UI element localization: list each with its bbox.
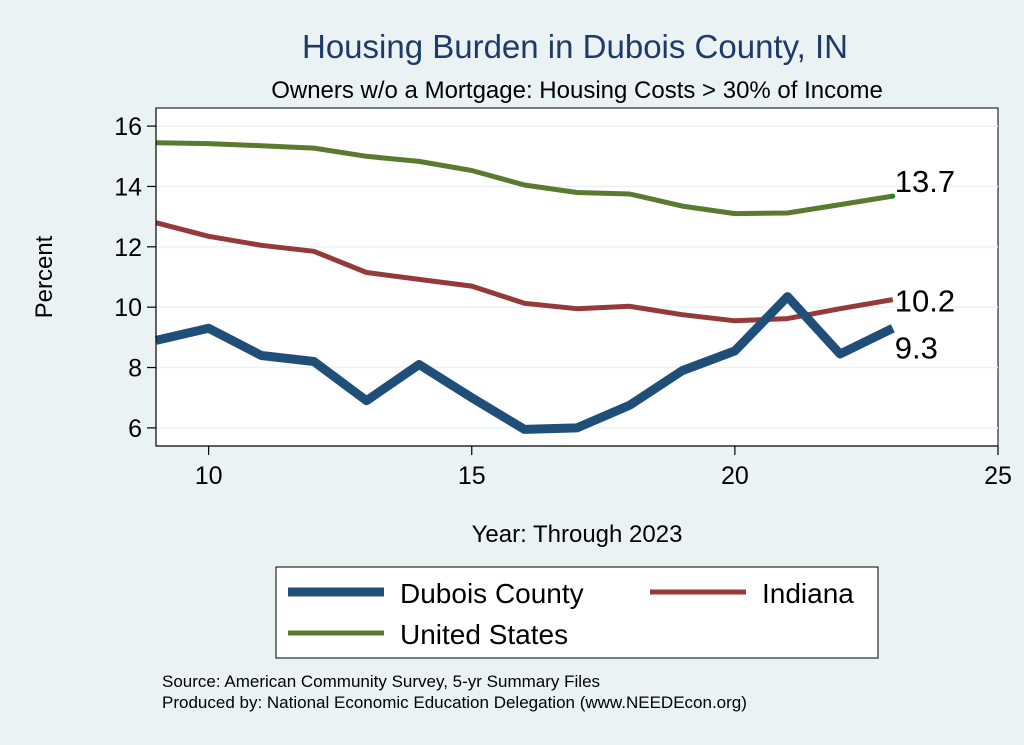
chart-title: Housing Burden in Dubois County, IN [302,28,848,65]
x-tick-label-20: 20 [721,462,749,490]
y-ticks: 6 8 10 12 14 16 [114,113,156,443]
legend-item-dubois-county: Dubois County [288,578,584,609]
end-label-dubois-county: 9.3 [895,330,938,365]
end-label-indiana: 10.2 [895,284,955,319]
series-line-dubois-county [154,292,895,434]
chart-subtitle: Owners w/o a Mortgage: Housing Costs > 3… [271,77,883,104]
end-label-united-states: 13.7 [895,164,955,199]
y-axis-title: Percent [31,235,58,318]
x-tick-label-15: 15 [458,462,486,490]
end-labels: 9.3 10.2 13.7 [895,164,955,365]
y-tick-label-10: 10 [114,294,142,322]
producer-note: Produced by: National Economic Education… [162,693,747,712]
series-lines [154,140,896,434]
y-tick-label-8: 8 [128,355,142,383]
y-tick-label-6: 6 [128,415,142,443]
legend-label-dubois-county: Dubois County [400,578,584,609]
legend-label-united-states: United States [400,619,568,650]
legend-item-indiana: Indiana [650,578,854,609]
legend-label-indiana: Indiana [762,578,854,609]
legend-item-united-states: United States [288,619,568,650]
y-tick-label-14: 14 [114,173,142,201]
y-tick-label-12: 12 [114,234,142,262]
y-tick-label-16: 16 [114,113,142,141]
x-axis-title: Year: Through 2023 [472,521,683,548]
x-ticks: 10 15 20 25 [195,446,1012,490]
source-note: Source: American Community Survey, 5-yr … [162,672,600,691]
series-line-united-states [155,140,894,217]
x-tick-label-25: 25 [984,462,1012,490]
legend-box [275,566,879,659]
plot-area [155,107,999,447]
end-point-united-states [890,193,896,199]
x-tick-label-10: 10 [195,462,223,490]
